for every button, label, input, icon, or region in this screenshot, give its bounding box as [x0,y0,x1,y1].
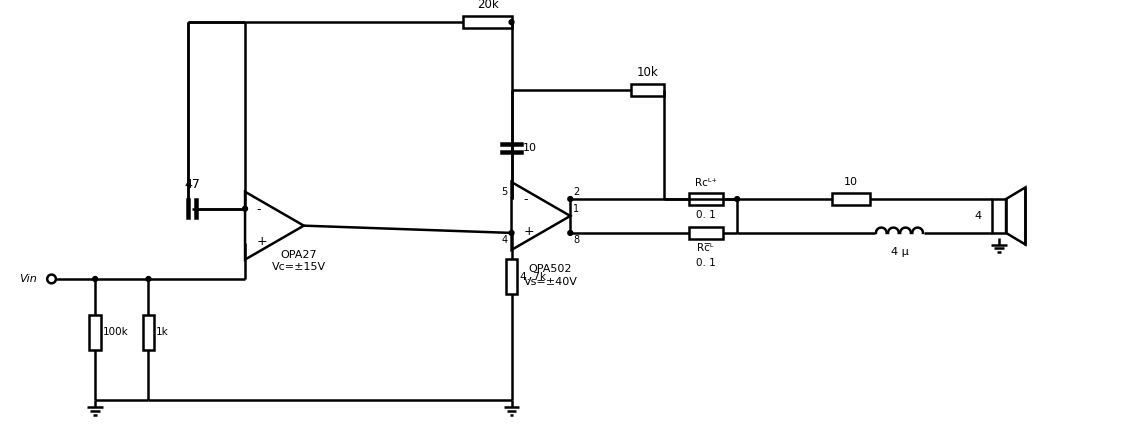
Text: 100k: 100k [103,327,129,337]
Text: OPA27: OPA27 [280,250,317,260]
Bar [831,193,870,205]
Text: 8: 8 [573,235,580,245]
Text: Vs=±40V: Vs=±40V [524,277,577,287]
Text: 4: 4 [975,211,982,221]
Text: Vin: Vin [19,274,36,284]
Text: 1: 1 [573,204,580,214]
Bar [89,315,101,350]
Text: 2: 2 [573,187,580,197]
Text: -: - [256,203,261,216]
Circle shape [146,276,150,281]
Text: Vc=±15V: Vc=±15V [271,262,326,272]
Text: 4: 4 [501,235,508,245]
Circle shape [509,230,514,235]
Text: Rcᴸ⁺: Rcᴸ⁺ [695,178,716,188]
Text: OPA502: OPA502 [528,264,573,274]
Bar [689,227,722,239]
Circle shape [568,197,573,201]
Text: -: - [523,194,527,207]
Text: 47: 47 [185,178,200,191]
Text: 5: 5 [501,187,508,197]
Bar [631,84,664,96]
Bar [689,193,722,205]
Text: +: + [256,235,268,248]
Circle shape [568,230,573,235]
Text: 1k: 1k [156,327,169,337]
Bar [992,199,1006,233]
Text: 4. 7k: 4. 7k [521,272,547,282]
Text: +: + [523,225,534,238]
Text: Rc̅ᴸ: Rc̅ᴸ [697,243,714,253]
Bar [506,259,517,294]
Circle shape [243,206,247,211]
Circle shape [92,276,98,281]
Circle shape [509,20,514,25]
Text: 0. 1: 0. 1 [696,258,715,268]
Text: 0. 1: 0. 1 [696,210,715,220]
Text: 4 μ: 4 μ [891,247,908,257]
Circle shape [735,197,739,201]
Text: 10k: 10k [637,66,658,79]
Text: 10: 10 [523,143,538,153]
Bar [464,16,511,29]
Bar [142,315,154,350]
Text: 20k: 20k [477,0,499,11]
Text: 10: 10 [844,177,858,187]
